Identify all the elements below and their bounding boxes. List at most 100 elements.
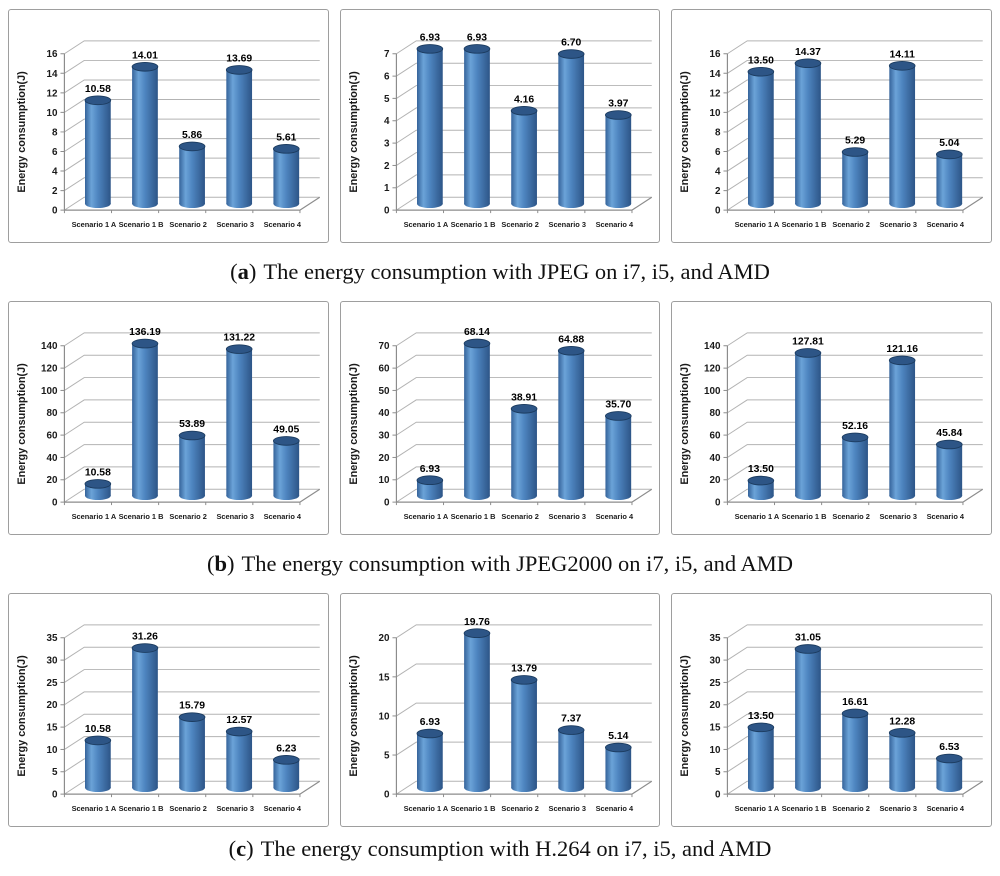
chart-panel-a-amd: 0 2 4 6 8 10 12 14 16 13.50 14.37 5.29 14.11 5.04 Scen…: [671, 9, 992, 243]
ticks: [723, 637, 964, 798]
bar-cylinder: [225, 65, 253, 209]
gridline: [395, 663, 652, 678]
bar-body: [795, 63, 822, 204]
value-label: 31.26: [132, 632, 158, 643]
value-label: 13.50: [748, 464, 774, 475]
axes: [395, 53, 652, 211]
y-tick-label: 15: [47, 723, 58, 734]
floor-right-edge: [631, 780, 652, 795]
gridline: [64, 399, 320, 414]
axes: [63, 637, 321, 795]
floor-right-edge: [962, 488, 984, 503]
gridline: [64, 691, 320, 706]
value-label: 6.93: [419, 717, 439, 728]
category-label: Scenario 1 B: [119, 512, 165, 521]
chart-panel-a-i5: 0 1 2 3 4 5 6 7 6.93 6.93 4.16 6.70 3.97 Scenario 1 A…: [339, 9, 661, 243]
y-tick-label: 6: [384, 72, 390, 83]
y-tick-label: 20: [47, 700, 58, 711]
category-label: Scenario 3: [548, 512, 585, 521]
category-label: Scenario 1 A: [735, 220, 780, 229]
gridline: [64, 59, 320, 74]
bar-top: [936, 149, 963, 160]
value-label: 5.61: [276, 132, 296, 143]
value-label: 5.29: [845, 136, 865, 147]
category-label: Scenario 3: [880, 512, 917, 521]
gridline: [395, 332, 652, 347]
bar-body: [795, 648, 822, 788]
ticks: [392, 637, 633, 798]
bar-cylinder: [225, 726, 253, 793]
value-label: 4.16: [514, 94, 534, 105]
y-tick-labels: 0 20 40 60 80 100 120 140: [41, 341, 58, 508]
category-label: Scenario 1 A: [403, 220, 448, 229]
gridline: [395, 377, 652, 391]
gridline: [727, 713, 984, 728]
bar-cylinder: [131, 338, 159, 501]
gridline: [727, 59, 984, 74]
chart-panel-b-i7: 0 20 40 60 80 100 120 140 10.58 136.19 53.89 131.22…: [8, 301, 329, 535]
ticks: [723, 345, 964, 506]
y-tick-label: 20: [710, 700, 721, 711]
y-tick-label: 80: [47, 408, 58, 419]
bar-cylinder: [416, 44, 443, 209]
chart-panel-b-amd: 0 20 40 60 80 100 120 140 13.50 127.81 52.16 121.16…: [671, 301, 992, 535]
value-labels: 6.93 19.76 13.79 7.37 5.14: [419, 617, 628, 742]
y-tick-label: 5: [52, 767, 58, 778]
y-tick-labels: 0 20 40 60 80 100 120 140: [704, 341, 721, 508]
bar-cylinder: [557, 49, 585, 209]
y-tick-labels: 0 2 4 6 8 10 12 14 16: [710, 49, 721, 216]
category-label: Scenario 4: [595, 804, 633, 813]
y-tick-label: 16: [47, 49, 58, 60]
bar-body: [842, 437, 869, 496]
ticks: [60, 637, 301, 798]
bar-top: [178, 141, 206, 152]
y-tick-label: 5: [715, 767, 721, 778]
y-tick-label: 20: [710, 475, 721, 486]
y-tick-label: 40: [378, 408, 389, 419]
y-tick-label: 100: [41, 386, 58, 397]
value-label: 14.37: [795, 47, 821, 58]
caption-a: (a) The energy consumption with JPEG on …: [0, 243, 1000, 301]
y-tick-label: 1: [384, 183, 390, 194]
bar-top: [747, 66, 775, 77]
bar-top: [604, 411, 632, 421]
bar-top: [416, 728, 443, 739]
bar-cylinder: [936, 753, 963, 793]
bar-chart-svg: 0 20 40 60 80 100 120 140 10.58 136.19 53.89 131.22…: [16, 327, 321, 521]
value-label: 38.91: [511, 392, 537, 403]
bar-top: [936, 753, 963, 764]
bar-top: [416, 44, 443, 54]
bar-cylinder: [225, 344, 253, 501]
y-tick-label: 2: [52, 186, 58, 197]
bar-body: [226, 69, 253, 204]
category-label: Scenario 3: [548, 220, 585, 229]
bar-body: [557, 54, 584, 204]
y-tick-label: 12: [710, 88, 721, 99]
y-axis-title: Energy consumption(J): [16, 71, 28, 193]
category-label: Scenario 3: [548, 804, 585, 813]
bar-cylinder: [889, 60, 916, 209]
value-label: 131.22: [223, 333, 255, 344]
category-label: Scenario 1 B: [119, 804, 165, 813]
bar-body: [85, 483, 111, 496]
y-tick-label: 50: [378, 386, 389, 397]
y-tick-label: 10: [47, 108, 58, 119]
y-tick-label: 14: [47, 69, 58, 80]
category-label: Scenario 4: [927, 804, 965, 813]
floor-right-edge: [631, 196, 652, 211]
bar-body: [416, 733, 443, 788]
value-label: 7.37: [561, 714, 581, 725]
bar-cylinder: [557, 725, 585, 793]
bar-top: [794, 58, 822, 69]
bar-cylinder: [889, 355, 916, 501]
category-label: Scenario 4: [595, 512, 633, 521]
bar-body: [510, 679, 537, 788]
gridline: [727, 624, 984, 639]
y-tick-label: 60: [47, 431, 58, 442]
bar-cylinder: [463, 338, 490, 501]
category-label: Scenario 1 A: [72, 804, 117, 813]
caption-a-text: The energy consumption with JPEG on i7, …: [263, 259, 770, 284]
y-tick-label: 70: [378, 341, 389, 352]
value-label: 16.61: [842, 697, 868, 708]
y-tick-label: 10: [378, 475, 389, 486]
